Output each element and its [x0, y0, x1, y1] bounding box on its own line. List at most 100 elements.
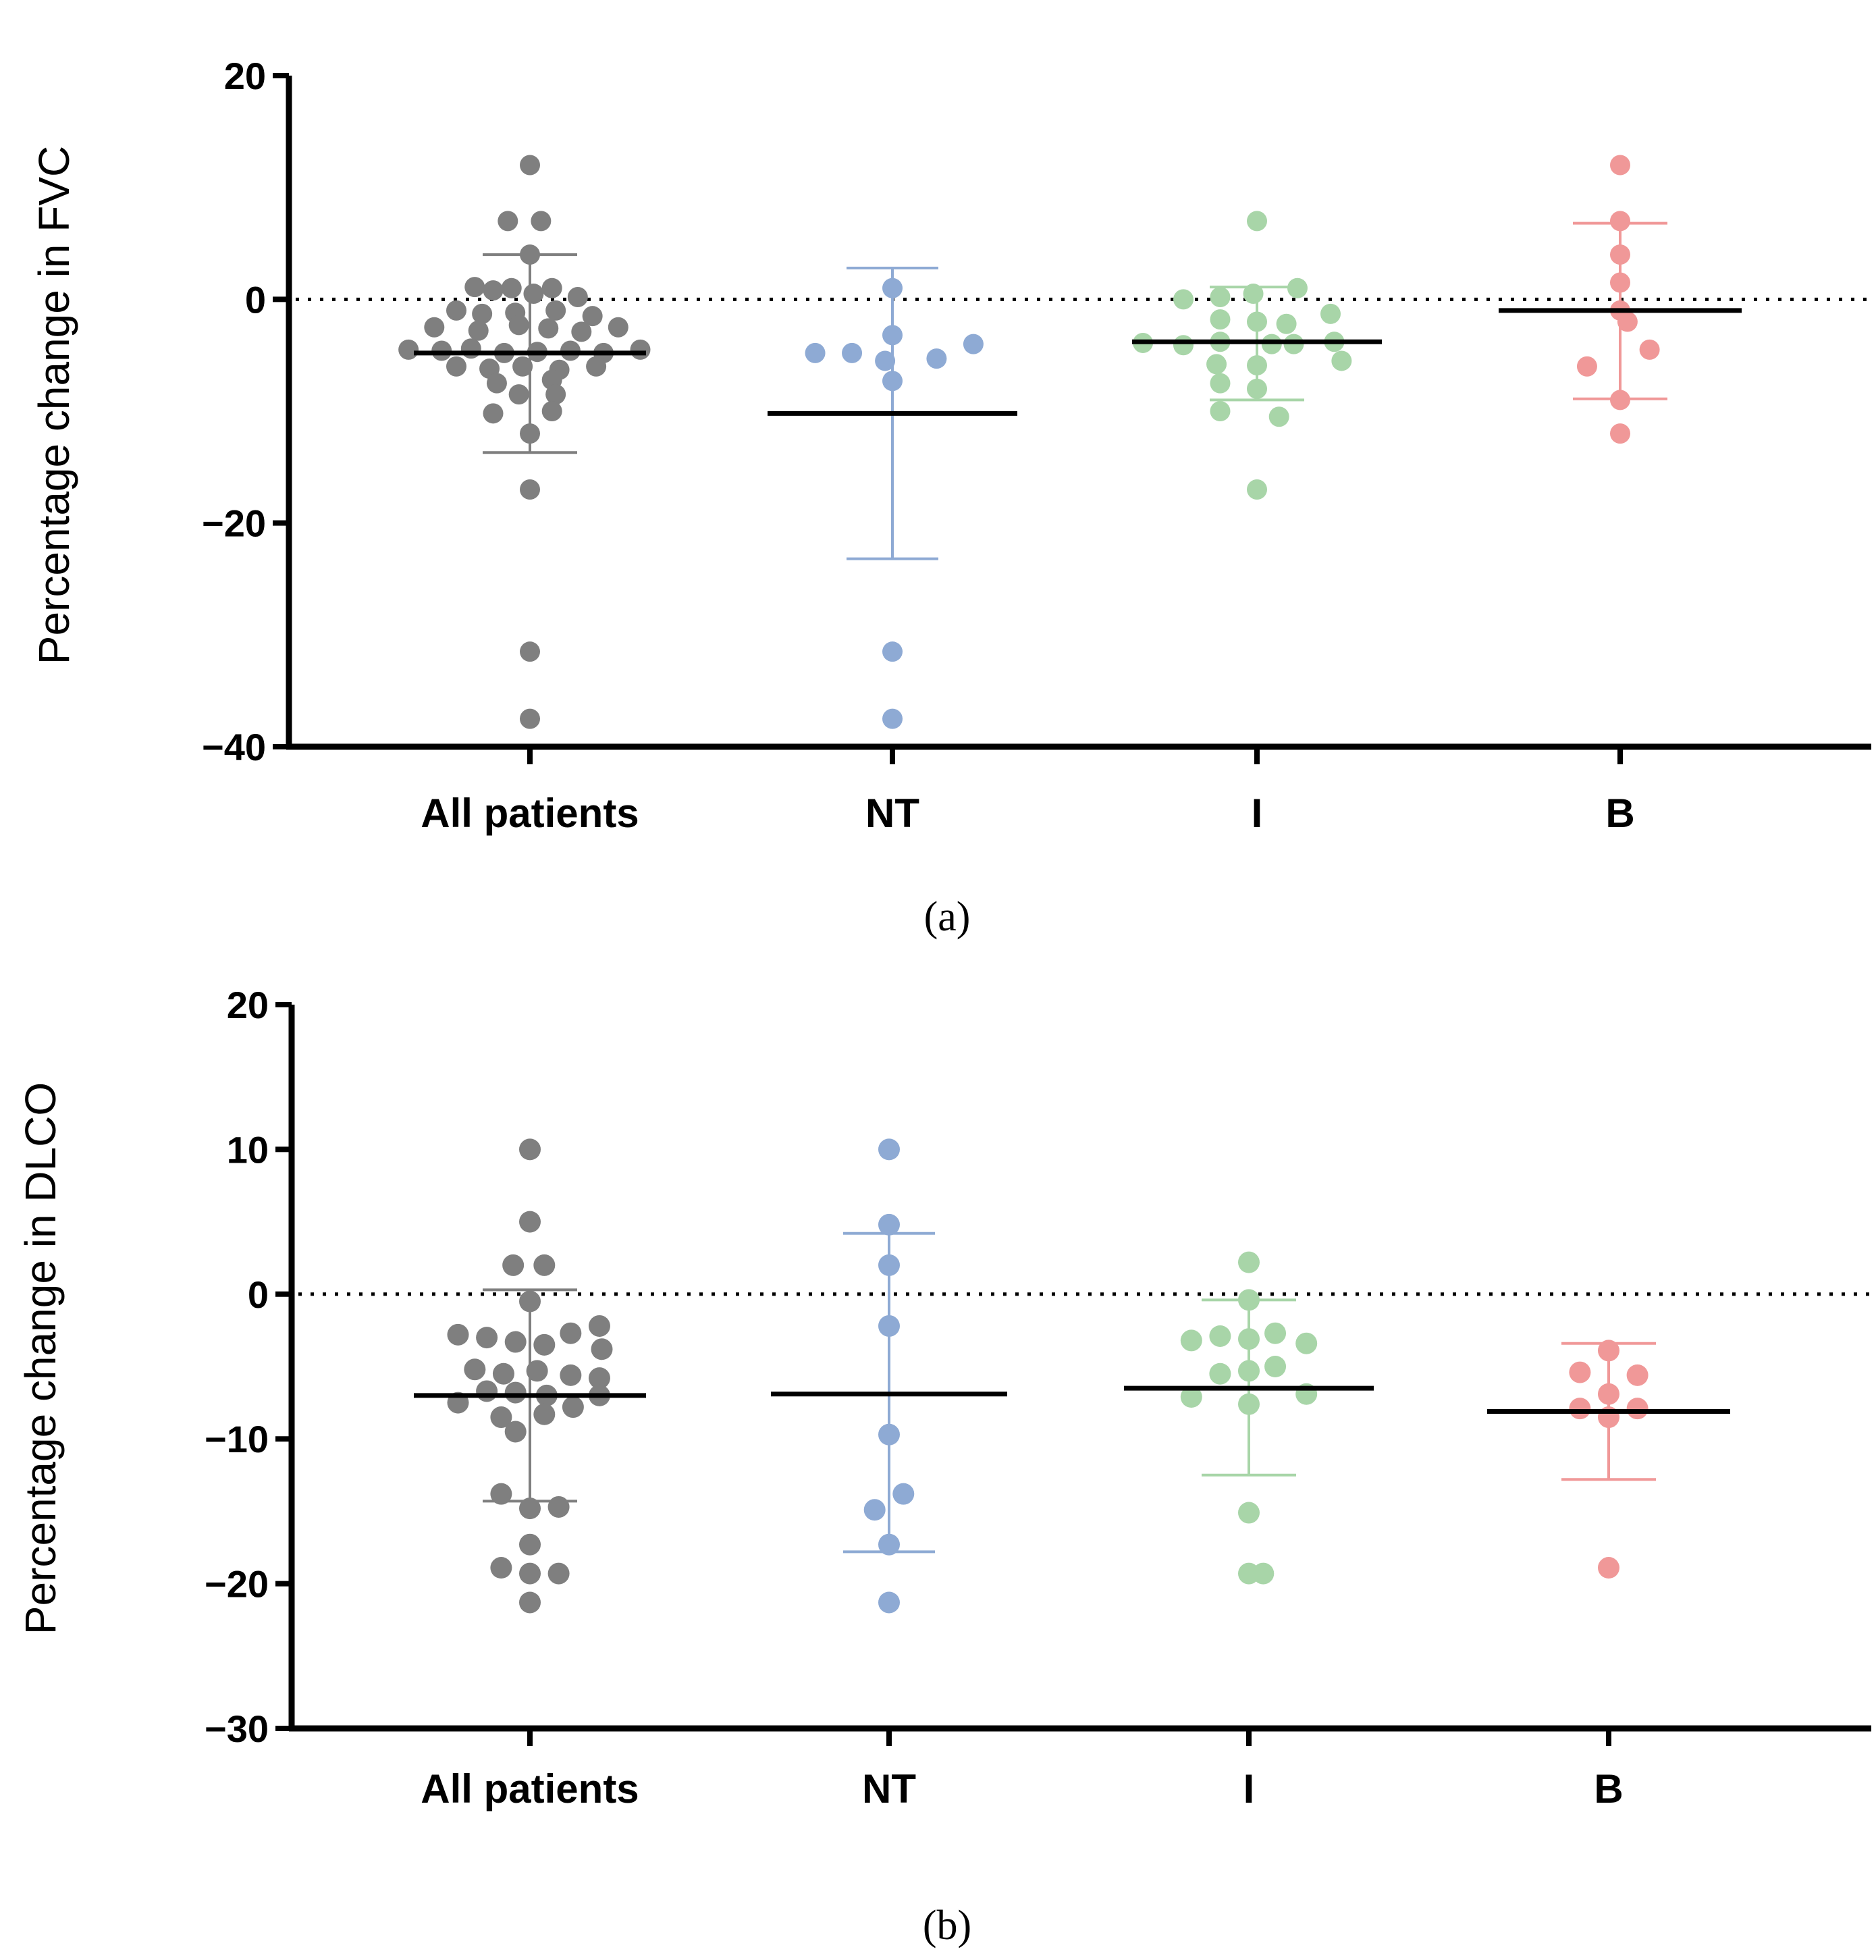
data-point: [1180, 1329, 1202, 1352]
panel-b: 20 10 0 −10 −20 −30 All patients NT I B Percenta…: [0, 945, 1876, 1957]
panel-a: 20 0 −20 −40 All patients NT I B Percentage ch…: [0, 0, 1876, 945]
data-point: [541, 277, 562, 298]
data-point: [476, 1327, 498, 1349]
data-point: [882, 277, 903, 298]
data-point: [926, 348, 947, 369]
data-point: [1576, 356, 1597, 377]
data-point: [1598, 1557, 1619, 1579]
data-point: [1206, 354, 1227, 375]
data-point: [468, 320, 489, 341]
data-point: [1173, 335, 1194, 356]
data-point: [520, 708, 540, 729]
data-point: [512, 356, 533, 377]
data-point: [476, 1380, 498, 1402]
data-point: [1247, 355, 1267, 376]
y-tick-label: −10: [205, 1418, 269, 1460]
data-point: [472, 303, 493, 324]
data-point: [1238, 1502, 1260, 1524]
data-point: [1180, 1386, 1202, 1408]
data-point: [571, 321, 592, 342]
data-point: [520, 155, 540, 176]
data-point: [892, 1483, 915, 1505]
group-nt: [771, 1138, 1007, 1614]
group-i: [1132, 211, 1382, 500]
data-point: [490, 1557, 512, 1579]
data-point: [545, 384, 566, 405]
data-point: [519, 1290, 541, 1313]
data-point: [1210, 309, 1231, 330]
data-point: [424, 317, 445, 338]
data-point: [878, 1315, 900, 1337]
data-point: [1639, 339, 1660, 360]
data-point: [1247, 211, 1267, 232]
y-tick-label: 20: [227, 984, 269, 1026]
data-point: [533, 1403, 556, 1425]
data-point: [882, 708, 903, 729]
data-point: [1210, 287, 1231, 308]
data-point: [1210, 373, 1231, 394]
data-point: [483, 403, 504, 424]
data-point: [1295, 1332, 1318, 1354]
x-axis: All patients NT I B: [289, 1725, 1871, 1811]
group-i: [1124, 1251, 1374, 1585]
x-tick-label: NT: [862, 1766, 916, 1811]
data-point: [498, 211, 518, 232]
y-axis: 20 10 0 −10 −20 −30: [205, 984, 295, 1750]
data-point: [875, 350, 896, 371]
x-tick-label: All patients: [421, 1766, 639, 1811]
y-tick-label: 20: [224, 55, 266, 97]
data-point: [1238, 1289, 1260, 1311]
group-b: [1487, 1340, 1730, 1579]
data-point: [1610, 423, 1630, 444]
data-point: [519, 1498, 541, 1520]
y-tick-label: −20: [205, 1563, 269, 1606]
x-tick-label: All patients: [421, 791, 639, 836]
data-point: [878, 1254, 900, 1276]
group-all-patients: [398, 155, 651, 729]
data-point: [492, 1362, 514, 1385]
group-all-patients: [414, 1138, 646, 1614]
x-tick-label: NT: [865, 791, 919, 836]
data-point: [1209, 1325, 1231, 1347]
data-point: [630, 339, 651, 360]
data-point: [1320, 303, 1341, 324]
data-point: [842, 342, 863, 363]
data-point: [1173, 289, 1194, 310]
data-point: [1569, 1398, 1591, 1420]
data-point: [562, 1396, 584, 1419]
data-point: [1569, 1361, 1591, 1383]
y-axis-label: Percentage change in DLCO: [16, 1082, 65, 1635]
data-point: [464, 277, 485, 298]
data-point: [541, 401, 562, 421]
data-point: [1209, 1362, 1231, 1385]
data-point: [560, 1364, 582, 1386]
y-tick-label: −20: [202, 502, 266, 545]
data-point: [520, 244, 540, 265]
data-point: [502, 1254, 525, 1276]
data-point: [1626, 1364, 1649, 1386]
data-point: [591, 1338, 613, 1360]
data-point: [519, 1591, 541, 1614]
data-point: [533, 1254, 556, 1276]
data-point: [863, 1499, 886, 1521]
data-point: [878, 1213, 900, 1236]
data-point: [533, 1333, 556, 1356]
data-point: [490, 1406, 512, 1429]
data-point: [963, 334, 984, 354]
data-point: [878, 1423, 900, 1446]
data-point: [1331, 350, 1352, 371]
data-point: [460, 338, 481, 359]
data-point: [882, 325, 903, 346]
data-point: [878, 1138, 900, 1161]
data-point: [545, 300, 566, 321]
data-point: [520, 423, 540, 444]
data-point: [882, 371, 903, 392]
data-point: [560, 1322, 582, 1344]
data-point: [878, 1591, 900, 1614]
data-point: [501, 277, 522, 298]
data-point: [519, 1562, 541, 1585]
data-point: [504, 1381, 527, 1404]
x-axis: All patients NT I B: [286, 743, 1871, 836]
data-point: [1598, 1340, 1619, 1362]
data-point: [526, 1360, 548, 1382]
